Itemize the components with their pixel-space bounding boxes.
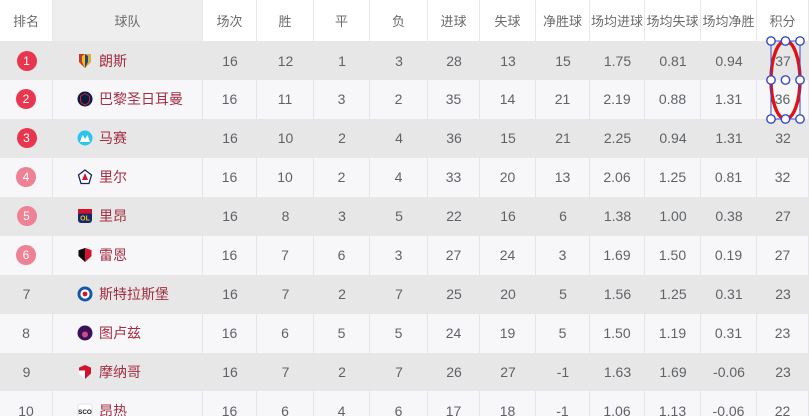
- svg-text:OL: OL: [80, 216, 90, 223]
- svg-text:SCO: SCO: [78, 409, 92, 416]
